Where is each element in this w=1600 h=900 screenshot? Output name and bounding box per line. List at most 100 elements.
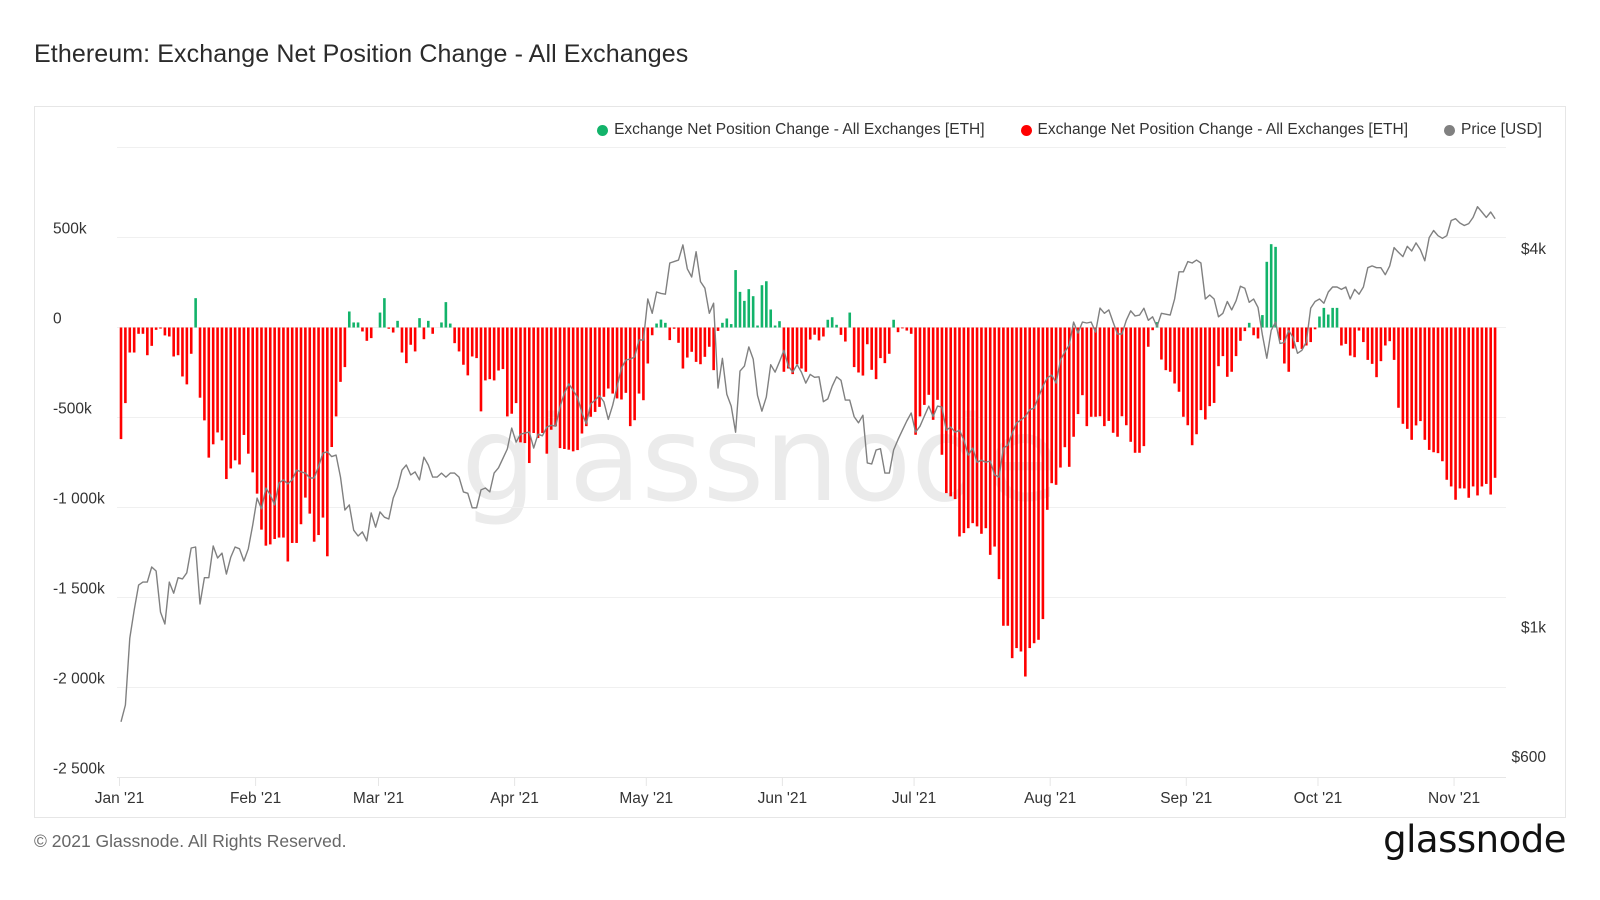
bar-inflow — [1261, 315, 1264, 328]
bar-outflow — [1370, 327, 1374, 364]
legend-dot-gray-icon — [1444, 124, 1456, 136]
bar-outflow — [334, 327, 338, 417]
bar-outflow — [1348, 327, 1352, 356]
bar-outflow — [1024, 327, 1027, 677]
bar-outflow — [861, 327, 865, 376]
x-tick-label: Apr '21 — [490, 790, 539, 807]
bar-outflow — [1296, 327, 1299, 343]
bar-outflow — [154, 327, 158, 330]
bar-inflow — [347, 311, 351, 328]
bar-outflow — [422, 327, 426, 340]
bar-outflow — [216, 327, 219, 433]
bar-outflow — [839, 327, 843, 335]
bar-outflow — [1168, 327, 1172, 372]
y-left-tick-label: 500k — [53, 221, 87, 238]
bar-outflow — [962, 327, 966, 534]
bar-inflow — [418, 318, 421, 328]
bar-outflow — [176, 327, 180, 356]
bar-inflow — [444, 302, 448, 328]
bar-outflow — [1476, 327, 1479, 496]
bar-outflow — [141, 327, 145, 334]
bar-outflow — [1230, 327, 1233, 372]
bar-outflow — [299, 327, 303, 525]
bar-outflow — [589, 327, 593, 417]
bar-outflow — [786, 327, 790, 369]
bar-inflow — [396, 320, 399, 328]
legend-item-inflow[interactable]: Exchange Net Position Change - All Excha… — [597, 121, 985, 139]
bar-outflow — [1212, 327, 1216, 403]
bar-outflow — [1006, 327, 1010, 626]
legend-item-outflow[interactable]: Exchange Net Position Change - All Excha… — [1020, 121, 1408, 139]
bar-outflow — [716, 327, 720, 331]
bar-outflow — [321, 327, 325, 518]
bar-outflow — [475, 327, 478, 359]
y-right-tick-label: $600 — [1512, 749, 1547, 766]
bar-inflow — [1318, 316, 1321, 328]
bar-outflow — [918, 327, 922, 417]
bar-outflow — [1199, 327, 1203, 411]
bar-outflow — [980, 327, 983, 534]
bar-inflow — [729, 324, 733, 328]
bar-outflow — [1103, 327, 1106, 427]
bar-outflow — [1401, 327, 1405, 424]
bar-outflow — [813, 327, 816, 335]
bar-outflow — [229, 327, 233, 469]
bar-outflow — [488, 327, 492, 380]
bar-outflow — [923, 327, 926, 405]
legend-item-price[interactable]: Price [USD] — [1444, 121, 1542, 139]
bar-outflow — [1489, 327, 1492, 495]
bar-inflow — [765, 281, 768, 328]
legend-dot-green-icon — [597, 124, 609, 136]
bar-outflow — [988, 327, 992, 555]
bar-inflow — [721, 322, 724, 328]
bar-outflow — [150, 327, 154, 346]
copyright-footer: © 2021 Glassnode. All Rights Reserved. — [34, 831, 347, 851]
bar-outflow — [1098, 327, 1102, 417]
bar-outflow — [1094, 327, 1097, 417]
y-left-tick-label: -2 500k — [53, 761, 105, 778]
bar-outflow — [290, 327, 294, 543]
bar-outflow — [317, 327, 320, 536]
bar-outflow — [1432, 327, 1435, 453]
bar-outflow — [343, 327, 347, 368]
bar-outflow — [879, 327, 882, 359]
bar-outflow — [185, 327, 189, 385]
bar-outflow — [563, 327, 566, 449]
bar-inflow — [743, 300, 746, 328]
bar-outflow — [462, 327, 465, 365]
bar-outflow — [1151, 327, 1154, 331]
bar-outflow — [800, 327, 803, 369]
bar-outflow — [567, 327, 571, 450]
bar-inflow — [725, 318, 729, 328]
bar-inflow — [356, 322, 360, 328]
bar-outflow — [1015, 327, 1018, 649]
bar-outflow — [1146, 327, 1150, 347]
price-line — [120, 205, 1496, 722]
bar-outflow — [1441, 327, 1444, 462]
bar-outflow — [1344, 327, 1348, 344]
bar-outflow — [1278, 327, 1282, 341]
bar-outflow — [163, 327, 167, 336]
bar-inflow — [383, 298, 386, 328]
bar-outflow — [238, 327, 241, 465]
bar-outflow — [1287, 327, 1291, 372]
bar-inflow — [1335, 307, 1339, 328]
bar-outflow — [457, 327, 461, 352]
x-tick-label: Feb '21 — [230, 790, 281, 807]
bar-outflow — [1221, 327, 1225, 357]
bar-outflow — [1427, 327, 1431, 450]
bar-inflow — [1247, 322, 1251, 328]
glassnode-logo: glassnode — [1383, 818, 1566, 861]
bar-outflow — [650, 327, 654, 336]
bar-outflow — [1458, 327, 1462, 489]
bar-outflow — [1111, 327, 1115, 433]
bar-outflow — [541, 327, 544, 433]
bar-outflow — [172, 327, 175, 357]
bar-outflow — [707, 327, 711, 347]
bar-outflow — [532, 327, 535, 433]
bar-inflow — [1265, 261, 1269, 328]
bar-outflow — [1366, 327, 1370, 360]
bar-outflow — [273, 327, 276, 539]
bar-inflow — [352, 322, 355, 328]
bar-outflow — [519, 327, 522, 443]
